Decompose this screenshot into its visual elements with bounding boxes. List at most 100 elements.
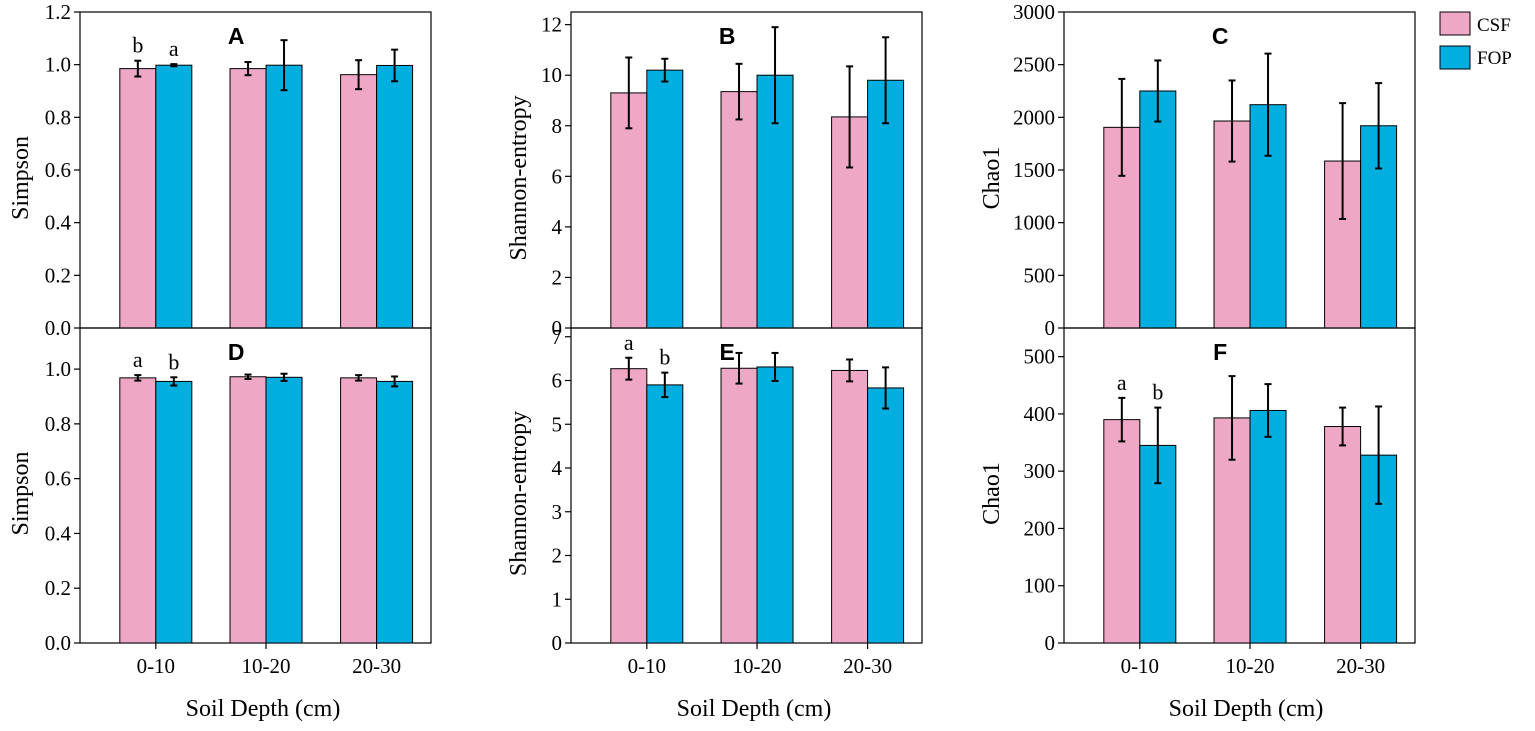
bar-csf-10-20: [229, 376, 267, 644]
y-tick-label: 0.6: [45, 467, 71, 491]
y-tick-label: 0.8: [45, 105, 71, 129]
x-tick-label: 20-30: [352, 654, 401, 678]
y-tick-label: 6: [552, 369, 563, 393]
x-tick-label: 0-10: [137, 654, 176, 678]
bar-fop-10-20: [265, 376, 303, 644]
y-tick-label: 4: [552, 456, 563, 480]
y-axis-title: Simpson: [8, 136, 34, 220]
significance-label: a: [133, 347, 143, 372]
significance-label: a: [1117, 370, 1127, 395]
bar-csf-0-10: [119, 377, 157, 644]
panel-b: 0 2 4 6 8 10 12 Shannon-entropy B: [506, 11, 923, 340]
y-tick-label: 400: [1024, 402, 1056, 426]
y-tick-label: 500: [1024, 263, 1056, 287]
y-tick-label: 0: [1045, 316, 1056, 340]
bar-fop-0-10: [155, 380, 193, 644]
x-tick-label: 20-30: [843, 654, 892, 678]
y-tick-label: 7: [552, 325, 563, 349]
x-axis-title-left: Soil Depth (cm): [186, 696, 341, 722]
y-tick-label: 100: [1024, 574, 1056, 598]
y-tick-label: 1500: [1013, 158, 1055, 182]
bar-csf-10-20: [229, 68, 267, 329]
y-tick-label: 3000: [1013, 0, 1055, 24]
bar-csf-0-10: [610, 368, 648, 644]
bar-fop-20-30: [376, 64, 414, 329]
y-tick-label: 12: [541, 13, 562, 37]
y-tick-label: 2000: [1013, 105, 1055, 129]
significance-label: b: [659, 345, 670, 370]
y-tick-label: 2: [552, 544, 563, 568]
y-tick-label: 1.0: [45, 53, 71, 77]
panel-c: 0 500 1000 1500 2000 2500 3000 Chao1 C: [979, 0, 1416, 340]
y-tick-label: 0.8: [45, 412, 71, 436]
y-tick-label: 1.2: [45, 0, 71, 24]
x-axis-title-right: Soil Depth (cm): [1169, 696, 1324, 722]
y-tick-label: 0.0: [45, 316, 71, 340]
y-tick-label: 2500: [1013, 53, 1055, 77]
y-tick-label: 5: [552, 412, 563, 436]
y-axis-title: Simpson: [8, 451, 34, 535]
bar-csf-0-10: [1103, 419, 1141, 644]
y-tick-label: 1: [552, 587, 563, 611]
bar-fop-10-20: [756, 366, 794, 644]
x-tick-label: 10-20: [1226, 654, 1275, 678]
x-tick-label: 0-10: [628, 654, 667, 678]
y-tick-label: 6: [552, 164, 563, 188]
bar-fop-10-20: [1249, 409, 1287, 644]
y-tick-label: 0.2: [45, 576, 71, 600]
y-tick-label: 0: [1045, 631, 1056, 655]
y-tick-label: 4: [552, 215, 563, 239]
x-tick-label: 20-30: [1336, 654, 1385, 678]
significance-label: b: [168, 349, 179, 374]
bar-csf-20-30: [831, 369, 869, 644]
legend: CSF FOP: [1439, 11, 1512, 70]
bar-fop-0-10: [1139, 90, 1177, 329]
bar-csf-20-30: [1324, 426, 1362, 644]
significance-label: b: [1152, 380, 1163, 405]
y-tick-label: 2: [552, 265, 563, 289]
bar-csf-20-30: [340, 377, 378, 644]
y-tick-label: 0.4: [45, 211, 72, 235]
x-axis-title-middle: Soil Depth (cm): [677, 696, 832, 722]
y-tick-label: 500: [1024, 345, 1056, 369]
y-tick-label: 3: [552, 500, 563, 524]
legend-swatch-csf: [1439, 11, 1471, 36]
significance-label: a: [169, 36, 179, 61]
bar-csf-20-30: [340, 74, 378, 329]
panel-e: 0 1 2 3 4 5 6 7 Shannon-entropy Eab 0-10 10-20 20-30: [506, 325, 923, 678]
y-axis-title: Chao1: [979, 147, 1005, 210]
bar-csf-0-10: [119, 68, 157, 329]
y-tick-label: 8: [552, 114, 563, 138]
legend-swatch-fop: [1439, 45, 1471, 70]
panel-letter: B: [719, 23, 736, 49]
y-tick-label: 200: [1024, 516, 1056, 540]
y-tick-label: 0.4: [45, 521, 72, 545]
y-tick-label: 0.6: [45, 158, 71, 182]
panel-d: 0.0 0.2 0.4 0.6 0.8 1.0 Simpson Da b 0-10 10-20 20-…: [8, 327, 432, 678]
y-tick-label: 0: [552, 631, 563, 655]
y-tick-label: 0.2: [45, 263, 71, 287]
y-axis-title: Shannon-entropy: [506, 411, 532, 576]
y-tick-label: 1000: [1013, 211, 1055, 235]
x-axis-titles: Soil Depth (cm) Soil Depth (cm) Soil Dep…: [186, 696, 1324, 722]
bar-fop-20-30: [867, 387, 905, 644]
y-tick-label: 0.0: [45, 631, 71, 655]
y-axis-title: Chao1: [979, 462, 1005, 525]
panel-letter: C: [1212, 23, 1229, 49]
bar-fop-20-30: [376, 380, 414, 644]
panel-a: 0.0 0.2 0.4 0.6 0.8 1.0 1.2 Simpson Ab a: [8, 0, 432, 340]
bar-fop-0-10: [646, 69, 684, 329]
y-tick-label: 0: [552, 316, 563, 340]
x-tick-label: 10-20: [242, 654, 291, 678]
y-axis-title: Shannon-entropy: [506, 95, 532, 260]
panel-f: 0 100 200 300 400 500 Chao1 Fa b 0-10 10-20 20-30: [979, 327, 1416, 678]
x-tick-label: 0-10: [1121, 654, 1160, 678]
panel-letter: E: [720, 339, 735, 365]
bar-fop-0-10: [646, 384, 684, 644]
significance-label: b: [132, 33, 143, 58]
panel-letter: F: [1213, 339, 1227, 365]
bar-fop-10-20: [265, 64, 303, 329]
